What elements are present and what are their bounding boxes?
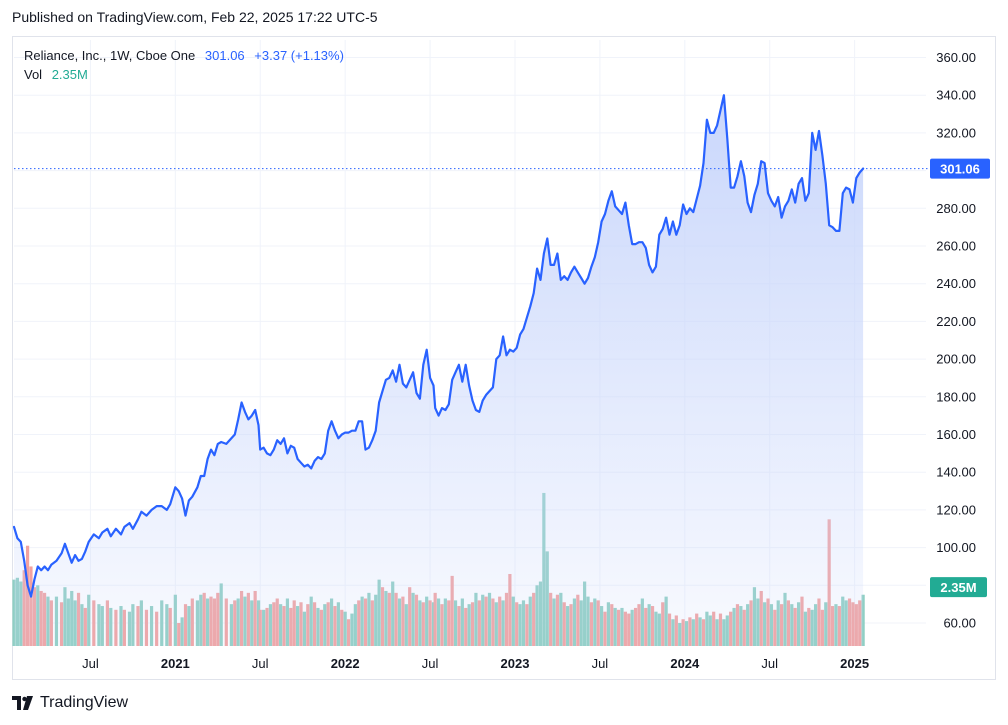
y-tick-label: 200.00 [936,352,976,367]
y-tick-label: 180.00 [936,389,976,404]
x-tick-label: 2022 [331,656,360,671]
volume-bar [861,594,865,646]
y-tick-label: 320.00 [936,125,976,140]
x-tick-label: Jul [252,656,269,671]
x-tick-label: Jul [592,656,609,671]
y-tick-label: 140.00 [936,465,976,480]
x-tick-label: 2021 [161,656,190,671]
volume-value: 2.35M [51,67,88,82]
tradingview-logo-icon [12,696,33,710]
x-tick-label: Jul [82,656,99,671]
y-axis-labels: 60.0080.00100.00120.00140.00160.00180.00… [936,50,976,631]
y-tick-label: 60.00 [943,616,976,631]
tradingview-brand[interactable]: TradingView [12,694,128,712]
volume-tag [930,577,987,598]
last-price-tag [930,158,990,179]
legend-change: +3.37 (+1.13%) [254,48,344,63]
x-tick-label: Jul [422,656,439,671]
last-price-label: 301.06 [940,162,980,177]
x-axis-labels: Jul 2021 Jul 2022 Jul 2023 Jul 2024 Jul 2025 [82,656,869,671]
price-area [12,94,865,646]
y-tick-label: 100.00 [936,540,976,555]
published-caption: Published on TradingView.com, Feb 22, 20… [12,9,378,25]
volume-tag-label: 2.35M [940,580,976,595]
y-tick-label: 360.00 [936,50,976,65]
y-tick-label: 120.00 [936,502,976,517]
price-line [12,94,865,598]
chart-legend: Reliance, Inc., 1W, Cboe One 301.06 +3.3… [24,46,344,84]
x-tick-label: 2025 [840,656,869,671]
y-tick-label: 260.00 [936,239,976,254]
chart-frame [12,36,996,680]
legend-price: 301.06 [204,48,245,63]
x-tick-label: Jul [761,656,778,671]
price-markers: 301.06 2.35M [14,158,990,598]
brand-name: TradingView [40,694,129,711]
y-tick-label: 240.00 [936,276,976,291]
volume-label[interactable]: Vol [24,67,43,82]
y-tick-label: 160.00 [936,427,976,442]
y-tick-label: 220.00 [936,314,976,329]
x-tick-label: 2024 [670,656,700,671]
x-tick-label: 2023 [501,656,530,671]
y-tick-label: 340.00 [936,88,976,103]
price-area-fill [14,95,864,646]
symbol-label[interactable]: Reliance, Inc., 1W, Cboe One [24,48,196,63]
y-tick-label: 280.00 [936,201,976,216]
